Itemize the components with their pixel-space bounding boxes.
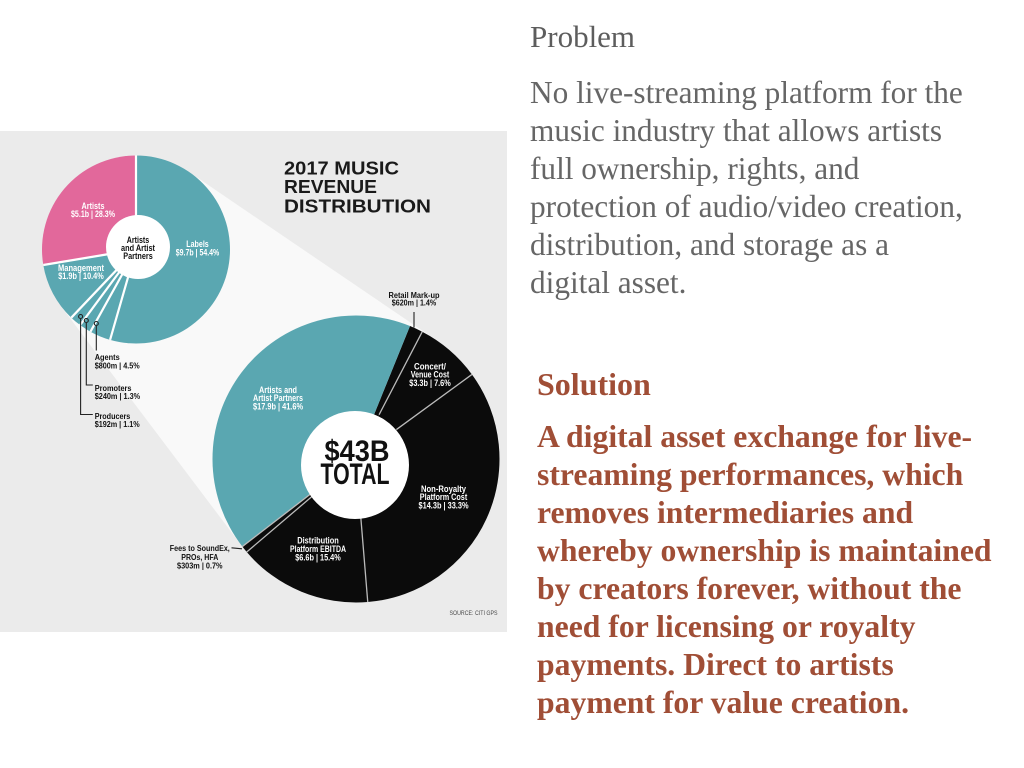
svg-text:Management: Management — [58, 263, 104, 273]
svg-text:$5.1b | 28.3%: $5.1b | 28.3% — [71, 209, 115, 219]
svg-text:$800m | 4.5%: $800m | 4.5% — [95, 361, 140, 371]
svg-text:Partners: Partners — [123, 251, 153, 261]
svg-text:2017 MUSIC: 2017 MUSIC — [284, 159, 399, 179]
svg-text:$3.3b | 7.6%: $3.3b | 7.6% — [409, 378, 451, 388]
svg-text:$303m | 0.7%: $303m | 0.7% — [177, 561, 223, 571]
svg-text:$17.9b | 41.6%: $17.9b | 41.6% — [253, 401, 303, 411]
svg-text:Artist Partners: Artist Partners — [253, 393, 303, 403]
svg-text:$1.9b | 10.4%: $1.9b | 10.4% — [58, 271, 104, 281]
svg-text:PROs, HFA: PROs, HFA — [181, 552, 219, 562]
svg-text:$43B: $43B — [325, 435, 390, 468]
svg-text:Artists and: Artists and — [259, 385, 297, 395]
svg-text:Platform EBITDA: Platform EBITDA — [290, 544, 347, 554]
svg-text:Labels: Labels — [186, 239, 209, 249]
svg-text:$6.6b | 15.4%: $6.6b | 15.4% — [295, 553, 341, 563]
svg-text:Retail Mark-up: Retail Mark-up — [389, 290, 440, 300]
svg-text:Artists: Artists — [127, 235, 150, 245]
svg-text:DISTRIBUTION: DISTRIBUTION — [284, 197, 431, 217]
svg-text:$620m | 1.4%: $620m | 1.4% — [392, 298, 437, 308]
svg-text:Venue Cost: Venue Cost — [411, 370, 450, 380]
svg-text:Promoters: Promoters — [95, 383, 132, 393]
svg-text:Non-Royalty: Non-Royalty — [421, 484, 466, 494]
svg-text:SOURCE: CITI GPS: SOURCE: CITI GPS — [450, 610, 499, 617]
svg-text:Producers: Producers — [95, 411, 131, 421]
svg-text:$192m | 1.1%: $192m | 1.1% — [95, 419, 140, 429]
svg-text:Platform Cost: Platform Cost — [420, 492, 468, 502]
svg-text:Artists: Artists — [82, 201, 105, 211]
svg-text:REVENUE: REVENUE — [284, 177, 377, 197]
svg-text:$14.3b | 33.3%: $14.3b | 33.3% — [419, 501, 469, 511]
svg-text:Concert/: Concert/ — [414, 361, 446, 371]
svg-text:TOTAL: TOTAL — [321, 458, 390, 491]
svg-text:$240m | 1.3%: $240m | 1.3% — [95, 391, 141, 401]
svg-text:and Artist: and Artist — [121, 243, 155, 253]
svg-text:$9.7b | 54.4%: $9.7b | 54.4% — [176, 248, 220, 258]
svg-text:Agents: Agents — [95, 352, 120, 362]
svg-text:Fees to SoundEx,: Fees to SoundEx, — [170, 543, 230, 553]
svg-text:Distribution: Distribution — [297, 536, 339, 546]
